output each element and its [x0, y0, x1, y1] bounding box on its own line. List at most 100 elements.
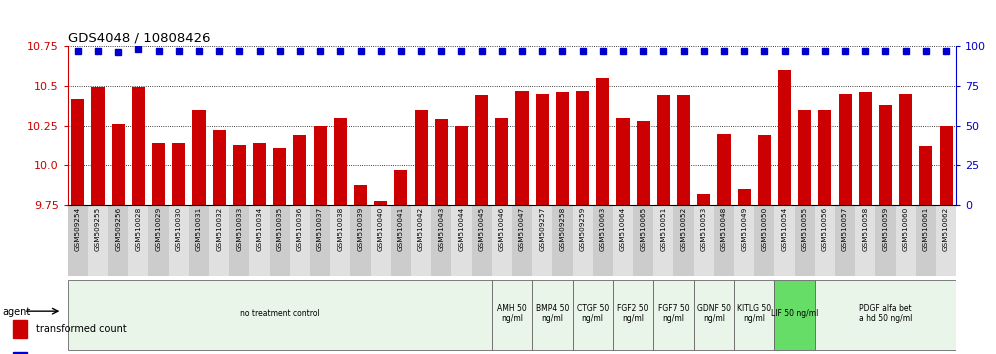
- Bar: [693, 205, 714, 276]
- Bar: [859, 92, 872, 205]
- Bar: [390, 205, 411, 276]
- Bar: [411, 205, 431, 276]
- Bar: [92, 87, 105, 205]
- Bar: [314, 126, 327, 205]
- Text: KITLG 50
ng/ml: KITLG 50 ng/ml: [737, 304, 771, 323]
- Bar: [172, 143, 185, 205]
- Bar: [351, 205, 371, 276]
- Bar: [919, 147, 932, 205]
- Text: FGF2 50
ng/ml: FGF2 50 ng/ml: [618, 304, 648, 323]
- Bar: [734, 205, 754, 276]
- Bar: [653, 205, 673, 276]
- Bar: [815, 205, 835, 276]
- Bar: [229, 205, 249, 276]
- Bar: [536, 94, 549, 205]
- Bar: [714, 205, 734, 276]
- Bar: [72, 98, 85, 205]
- Bar: [148, 205, 168, 276]
- Bar: [856, 205, 875, 276]
- Bar: [738, 189, 751, 205]
- Bar: [512, 205, 532, 276]
- Text: GDNF 50
ng/ml: GDNF 50 ng/ml: [697, 304, 731, 323]
- Bar: [310, 205, 331, 276]
- Bar: [371, 205, 390, 276]
- FancyBboxPatch shape: [492, 280, 532, 350]
- Bar: [553, 205, 573, 276]
- Bar: [656, 96, 670, 205]
- Bar: [189, 205, 209, 276]
- Bar: [492, 205, 512, 276]
- Bar: [778, 70, 791, 205]
- Bar: [374, 200, 387, 205]
- Bar: [273, 148, 286, 205]
- Bar: [334, 118, 347, 205]
- Bar: [633, 205, 653, 276]
- Bar: [471, 205, 492, 276]
- Bar: [192, 110, 205, 205]
- Bar: [109, 205, 128, 276]
- FancyBboxPatch shape: [532, 280, 573, 350]
- Bar: [895, 205, 915, 276]
- Bar: [212, 130, 226, 205]
- Bar: [899, 94, 912, 205]
- Bar: [819, 110, 832, 205]
- FancyBboxPatch shape: [775, 280, 815, 350]
- Bar: [677, 96, 690, 205]
- Bar: [593, 205, 613, 276]
- Bar: [717, 134, 730, 205]
- FancyBboxPatch shape: [653, 280, 693, 350]
- Bar: [68, 205, 88, 276]
- Text: AMH 50
ng/ml: AMH 50 ng/ml: [497, 304, 527, 323]
- Bar: [878, 105, 892, 205]
- Bar: [697, 194, 710, 205]
- Bar: [915, 205, 936, 276]
- Bar: [775, 205, 795, 276]
- Bar: [131, 87, 145, 205]
- Bar: [112, 124, 124, 205]
- Bar: [233, 145, 246, 205]
- Bar: [168, 205, 189, 276]
- Bar: [152, 143, 165, 205]
- Bar: [253, 143, 266, 205]
- Bar: [758, 135, 771, 205]
- Bar: [14, 320, 27, 338]
- Bar: [414, 110, 427, 205]
- Bar: [331, 205, 351, 276]
- Bar: [495, 118, 508, 205]
- FancyBboxPatch shape: [613, 280, 653, 350]
- Bar: [290, 205, 310, 276]
- Bar: [839, 94, 852, 205]
- Bar: [434, 119, 448, 205]
- Bar: [573, 205, 593, 276]
- Bar: [394, 170, 407, 205]
- Bar: [673, 205, 693, 276]
- Text: CTGF 50
ng/ml: CTGF 50 ng/ml: [577, 304, 609, 323]
- Bar: [636, 121, 649, 205]
- Bar: [354, 184, 368, 205]
- FancyBboxPatch shape: [734, 280, 775, 350]
- Text: PDGF alfa bet
a hd 50 ng/ml: PDGF alfa bet a hd 50 ng/ml: [859, 304, 912, 323]
- Text: no treatment control: no treatment control: [240, 309, 320, 318]
- FancyBboxPatch shape: [68, 280, 492, 350]
- Bar: [294, 135, 307, 205]
- Bar: [835, 205, 856, 276]
- Bar: [613, 205, 633, 276]
- Bar: [617, 118, 629, 205]
- Bar: [88, 205, 109, 276]
- FancyBboxPatch shape: [815, 280, 956, 350]
- Bar: [128, 205, 148, 276]
- Bar: [209, 205, 229, 276]
- Text: FGF7 50
ng/ml: FGF7 50 ng/ml: [657, 304, 689, 323]
- Bar: [754, 205, 775, 276]
- Text: BMP4 50
ng/ml: BMP4 50 ng/ml: [536, 304, 569, 323]
- Bar: [431, 205, 451, 276]
- Bar: [597, 78, 610, 205]
- Bar: [798, 110, 812, 205]
- FancyBboxPatch shape: [573, 280, 613, 350]
- Text: GDS4048 / 10808426: GDS4048 / 10808426: [68, 32, 210, 45]
- Bar: [270, 205, 290, 276]
- Bar: [532, 205, 553, 276]
- Text: agent: agent: [2, 307, 30, 316]
- Bar: [936, 205, 956, 276]
- Bar: [576, 91, 590, 205]
